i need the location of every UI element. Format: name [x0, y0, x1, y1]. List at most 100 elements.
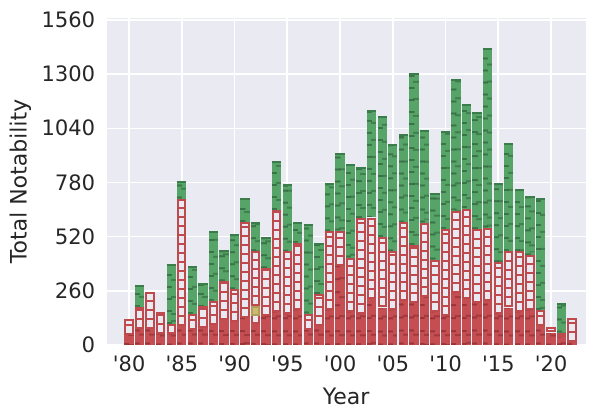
- bar-segment-green-2018: [525, 196, 535, 256]
- gridline-h-1040: [107, 127, 586, 130]
- bar-segment-striped-red-1991: [240, 222, 250, 318]
- bar-segment-solid-red-2015: [493, 313, 503, 345]
- bar-2007: [409, 18, 419, 345]
- bar-2021: [556, 18, 567, 345]
- gridline-v-1995: [286, 18, 289, 346]
- bar-1996: [293, 18, 303, 345]
- gridline-v-1980: [128, 18, 130, 346]
- gridline-v-2020: [550, 18, 552, 346]
- bar-1983: [155, 18, 166, 345]
- bar-1980: [124, 18, 134, 345]
- bar-segment-green-1998: [314, 242, 324, 294]
- bar-segment-green-1985: [177, 181, 187, 200]
- bar-segment-green-2006: [398, 133, 408, 223]
- bar-segment-solid-red-1987: [198, 328, 208, 345]
- bar-segment-striped-red-2019: [535, 309, 546, 327]
- bar-2000: [335, 18, 345, 345]
- bar-2008: [419, 18, 430, 345]
- bar-2022: [567, 18, 577, 345]
- bar-segment-green-1989: [219, 250, 229, 282]
- bar-segment-green-1984: [166, 264, 176, 325]
- bar-segment-green-2014: [483, 48, 493, 228]
- bar-segment-striped-red-1987: [198, 306, 208, 329]
- bar-segment-striped-red-2012: [461, 208, 472, 300]
- bar-2013: [472, 18, 482, 345]
- bar-2012: [461, 18, 472, 345]
- x-tick-label-1995: '95: [271, 352, 304, 376]
- bar-segment-green-1993: [261, 236, 271, 268]
- bar-segment-green-1999: [324, 182, 335, 231]
- bar-segment-striped-red-1986: [187, 313, 197, 331]
- bar-segment-striped-red-2014: [483, 227, 493, 302]
- bar-segment-green-1997: [303, 224, 314, 314]
- bar-segment-striped-red-2008: [419, 223, 430, 298]
- bar-segment-green-2009: [430, 192, 440, 260]
- bar-segment-green-2000: [335, 153, 345, 231]
- bar-segment-solid-red-1996: [293, 309, 303, 345]
- bar-segment-solid-red-2005: [388, 309, 398, 345]
- y-tick-label-1560: 1560: [41, 8, 95, 32]
- bar-2020: [546, 18, 556, 345]
- bar-2004: [377, 18, 387, 345]
- bar-segment-striped-red-1995: [282, 251, 292, 314]
- bar-segment-solid-red-1994: [272, 311, 282, 345]
- bar-segment-striped-red-1993: [261, 267, 271, 316]
- bar-segment-green-2021: [556, 303, 567, 333]
- bar-segment-striped-red-1981: [134, 306, 145, 330]
- bar-2003: [366, 18, 377, 345]
- bar-segment-green-1990: [229, 233, 240, 289]
- bar-segment-striped-red-1992: [250, 251, 261, 325]
- bar-segment-solid-red-1985: [177, 326, 187, 345]
- y-tick-label-780: 780: [54, 170, 95, 195]
- bar-segment-solid-red-2018: [525, 309, 535, 345]
- bar-1998: [314, 18, 324, 345]
- gridline-h-1300: [107, 73, 586, 75]
- bar-segment-solid-red-2004: [377, 307, 387, 345]
- bar-1999: [324, 18, 335, 345]
- bar-segment-solid-red-1995: [282, 313, 292, 345]
- bar-segment-solid-red-2022: [567, 341, 577, 345]
- bar-segment-solid-red-1988: [208, 325, 219, 345]
- bar-segment-striped-red-2003: [366, 217, 377, 300]
- bar-segment-solid-red-2006: [398, 301, 408, 345]
- bar-segment-solid-red-1981: [134, 329, 145, 345]
- bar-segment-solid-red-1983: [155, 333, 166, 345]
- bar-segment-striped-red-1996: [293, 242, 303, 310]
- x-tick-label-1980: '80: [112, 352, 146, 376]
- bar-segment-striped-red-2002: [356, 217, 366, 314]
- bar-segment-striped-red-1988: [208, 301, 219, 326]
- bar-segment-striped-red-2001: [345, 257, 356, 312]
- x-tick-label-2020: '20: [534, 352, 568, 376]
- bar-segment-solid-red-2013: [472, 303, 482, 345]
- bar-1987: [198, 18, 208, 345]
- gridline-v-1990: [233, 18, 236, 346]
- bar-segment-striped-red-1994: [272, 209, 282, 312]
- bar-segment-solid-red-2020: [546, 332, 556, 345]
- bar-1981: [134, 18, 145, 345]
- bar-1991: [240, 18, 250, 345]
- bar-2018: [525, 18, 535, 345]
- bar-segment-solid-red-2010: [440, 315, 451, 345]
- bar-2009: [430, 18, 440, 345]
- bar-segment-solid-red-2017: [514, 311, 525, 345]
- bar-2006: [398, 18, 408, 345]
- bar-segment-green-1995: [282, 183, 292, 252]
- gridline-h-1560: [107, 19, 586, 21]
- bar-1988: [208, 18, 219, 345]
- bar-segment-green-1996: [293, 222, 303, 243]
- x-tick-label-1985: '85: [165, 352, 199, 376]
- bar-2016: [504, 18, 514, 345]
- bar-1984: [166, 18, 176, 345]
- x-tick-label-2010: '10: [429, 352, 462, 376]
- bar-segment-striped-red-1984: [166, 324, 176, 334]
- x-tick-label-2005: '05: [376, 352, 410, 376]
- bar-1994: [272, 18, 282, 345]
- bar-segment-green-1987: [198, 282, 208, 307]
- bar-1985: [177, 18, 187, 345]
- bar-segment-green-2002: [356, 166, 366, 218]
- bar-segment-striped-red-2022: [567, 317, 577, 342]
- bar-segment-striped-red-1985: [177, 199, 187, 327]
- bar-segment-striped-red-2016: [504, 250, 514, 308]
- bar-segment-striped-red-1982: [145, 292, 155, 330]
- bar-segment-striped-red-2018: [525, 255, 535, 310]
